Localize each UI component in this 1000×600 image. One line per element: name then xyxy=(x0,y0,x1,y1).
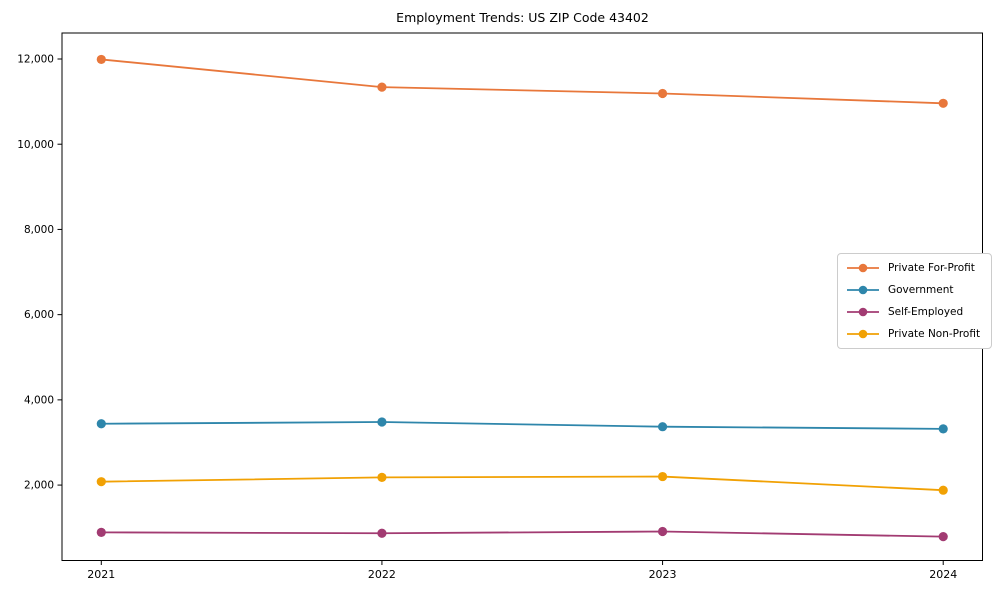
y-axis-tick-label: 8,000 xyxy=(24,224,54,236)
y-axis-tick-label: 2,000 xyxy=(24,480,54,492)
x-axis-tick-label: 2023 xyxy=(649,568,677,581)
data-point-self-employed-2023 xyxy=(657,526,668,537)
y-axis-tick-label: 12,000 xyxy=(17,54,54,66)
y-axis-tick-label: 10,000 xyxy=(17,139,54,151)
y-axis-tick-label: 4,000 xyxy=(24,394,54,406)
series-line-private-for-profit xyxy=(100,58,945,105)
legend-item-self-employed: Self-Employed xyxy=(846,305,980,319)
data-point-self-employed-2022 xyxy=(377,528,387,538)
legend-item-private-non-profit: Private Non-Profit xyxy=(846,327,980,341)
data-point-private-for-profit-2023 xyxy=(657,88,668,99)
data-point-private-for-profit-2022 xyxy=(377,82,387,92)
legend-marker-government-icon xyxy=(847,285,879,295)
legend-item-government: Government xyxy=(846,283,980,297)
data-point-private-non-profit-2024 xyxy=(938,485,948,495)
legend-label: Government xyxy=(888,284,954,296)
data-point-self-employed-2021 xyxy=(96,527,106,537)
series-line-self-employed xyxy=(100,530,945,538)
data-point-government-2021 xyxy=(96,419,106,429)
data-point-government-2023 xyxy=(657,422,668,432)
data-point-self-employed-2024 xyxy=(938,532,948,542)
x-axis-tick-label: 2024 xyxy=(929,568,957,581)
series-line-private-non-profit xyxy=(100,475,945,492)
x-axis-tick-label: 2022 xyxy=(368,568,396,581)
legend-marker-private-non-profit-icon xyxy=(847,329,879,339)
legend-item-private-for-profit: Private For-Profit xyxy=(846,261,980,275)
data-point-private-for-profit-2021 xyxy=(96,54,106,65)
data-point-private-non-profit-2022 xyxy=(377,472,387,483)
data-point-government-2024 xyxy=(938,424,948,434)
data-point-private-non-profit-2021 xyxy=(96,477,106,487)
series-line-government xyxy=(100,421,945,430)
data-point-private-for-profit-2024 xyxy=(938,98,948,108)
legend-label: Private For-Profit xyxy=(888,262,975,274)
legend: Private For-Profit Government Self-Employe… xyxy=(837,253,993,349)
data-point-private-non-profit-2023 xyxy=(657,471,668,482)
data-point-government-2022 xyxy=(377,417,387,427)
x-axis-tick-label: 2021 xyxy=(87,568,115,581)
legend-label: Self-Employed xyxy=(888,306,964,318)
legend-marker-private-for-profit-icon xyxy=(847,263,879,273)
y-axis-tick-label: 6,000 xyxy=(24,309,54,321)
legend-marker-self-employed-icon xyxy=(847,307,879,317)
legend-label: Private Non-Profit xyxy=(888,328,981,340)
chart-title: Employment Trends: US ZIP Code 43402 xyxy=(396,10,649,25)
